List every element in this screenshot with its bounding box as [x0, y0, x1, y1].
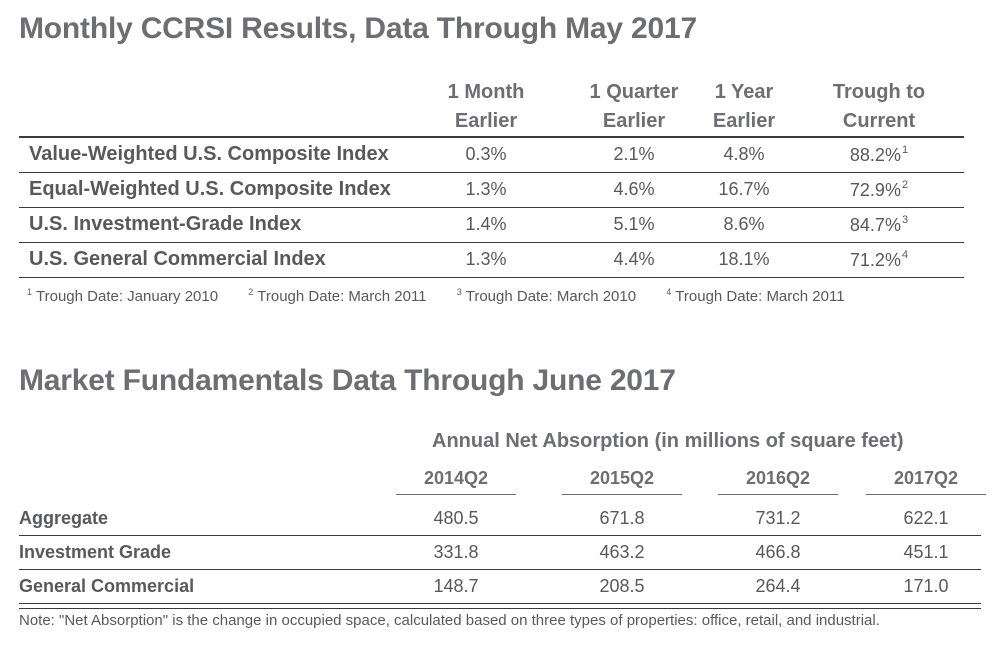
- col-header-2014q2: 2014Q2: [396, 468, 516, 495]
- cell-1-month: 0.3%: [465, 144, 507, 164]
- cell-1-year: 18.1%: [718, 249, 770, 269]
- ccrsi-header-row: 1 Month Earlier 1 Quarter Earlier 1 Year…: [19, 78, 964, 138]
- absorption-table: 2014Q2 2015Q2 2016Q2 2017Q2 Aggregate 48…: [19, 464, 986, 604]
- market-fundamentals-title: Market Fundamentals Data Through June 20…: [19, 364, 676, 397]
- col-header-2017q2: 2017Q2: [866, 468, 986, 495]
- cell-trough: 88.2%1: [829, 144, 929, 166]
- cell-1-year: 4.8%: [723, 144, 765, 164]
- ccrsi-title: Monthly CCRSI Results, Data Through May …: [19, 12, 697, 45]
- cell-2017q2: 622.1: [903, 508, 949, 528]
- table-row: General Commercial 148.7 208.5 264.4 171…: [19, 570, 981, 604]
- footnote-text: Trough Date: March 2010: [465, 288, 637, 305]
- cell-1-month: 1.4%: [465, 214, 507, 234]
- cell-2016q2: 731.2: [755, 508, 801, 528]
- footnote: 1 Trough Date: January 2010: [27, 287, 219, 305]
- row-label: Equal-Weighted U.S. Composite Index: [29, 178, 391, 200]
- table-row: Value-Weighted U.S. Composite Index 0.3%…: [19, 138, 964, 173]
- col-header-1-year: 1 Year Earlier: [674, 78, 814, 136]
- col-header-line: Earlier: [454, 110, 518, 132]
- col-header-1-month: 1 Month Earlier: [416, 78, 556, 136]
- footnote: 4 Trough Date: March 2011: [666, 287, 845, 305]
- row-label: U.S. Investment-Grade Index: [29, 213, 302, 235]
- footnote-number: 2: [248, 287, 254, 297]
- footnote-text: Trough Date: March 2011: [675, 288, 845, 305]
- cell-1-year: 16.7%: [718, 179, 770, 199]
- col-header-1-quarter: 1 Quarter Earlier: [554, 78, 714, 136]
- footnote-marker: 4: [901, 249, 909, 261]
- col-header-line: 1 Year: [714, 81, 774, 103]
- footnote-number: 3: [456, 287, 462, 297]
- row-label: U.S. General Commercial Index: [29, 248, 326, 270]
- cell-2015q2: 208.5: [599, 576, 645, 596]
- footnote: 2 Trough Date: March 2011: [248, 287, 427, 305]
- col-header-line: Current: [842, 110, 916, 132]
- col-header-2015q2: 2015Q2: [562, 468, 682, 495]
- cell-trough: 72.9%2: [829, 179, 929, 201]
- footnote-number: 4: [666, 287, 672, 297]
- trough-footnotes: 1 Trough Date: January 2010 2 Trough Date:…: [27, 287, 871, 305]
- cell-2017q2: 451.1: [903, 542, 949, 562]
- trough-value: 72.9%: [849, 180, 901, 200]
- table-divider: [19, 608, 981, 609]
- col-header-line: Trough to: [832, 81, 926, 103]
- cell-2016q2: 466.8: [755, 542, 801, 562]
- row-label: Value-Weighted U.S. Composite Index: [29, 143, 389, 165]
- col-header-trough: Trough to Current: [809, 78, 949, 136]
- table-row: Aggregate 480.5 671.8 731.2 622.1: [19, 502, 981, 536]
- table-row: Equal-Weighted U.S. Composite Index 1.3%…: [19, 173, 964, 208]
- cell-trough: 71.2%4: [829, 249, 929, 271]
- cell-2015q2: 671.8: [599, 508, 645, 528]
- footnote-text: Trough Date: January 2010: [36, 288, 219, 305]
- cell-1-month: 1.3%: [465, 249, 507, 269]
- footnote-text: Trough Date: March 2011: [257, 288, 427, 305]
- table-row: U.S. Investment-Grade Index 1.4% 5.1% 8.…: [19, 208, 964, 243]
- cell-2014q2: 480.5: [433, 508, 479, 528]
- cell-1-quarter: 2.1%: [613, 144, 655, 164]
- cell-2014q2: 331.8: [433, 542, 479, 562]
- row-label: Investment Grade: [19, 542, 172, 562]
- trough-value: 84.7%: [849, 215, 901, 235]
- cell-2014q2: 148.7: [433, 576, 479, 596]
- table-row: U.S. General Commercial Index 1.3% 4.4% …: [19, 243, 964, 278]
- footnote: 3 Trough Date: March 2010: [456, 287, 637, 305]
- cell-2016q2: 264.4: [755, 576, 801, 596]
- trough-value: 71.2%: [849, 250, 901, 270]
- cell-1-quarter: 4.6%: [613, 179, 655, 199]
- col-header-line: Earlier: [602, 110, 666, 132]
- cell-2015q2: 463.2: [599, 542, 645, 562]
- footnote-number: 1: [27, 287, 33, 297]
- footnote-marker: 1: [901, 144, 909, 156]
- footnote-marker: 2: [901, 179, 909, 191]
- trough-value: 88.2%: [849, 145, 901, 165]
- absorption-subheading: Annual Net Absorption (in millions of sq…: [432, 430, 904, 452]
- ccrsi-table: 1 Month Earlier 1 Quarter Earlier 1 Year…: [19, 78, 964, 278]
- cell-1-month: 1.3%: [465, 179, 507, 199]
- table-row: Investment Grade 331.8 463.2 466.8 451.1: [19, 536, 981, 570]
- col-header-line: 1 Quarter: [589, 81, 679, 103]
- cell-2017q2: 171.0: [903, 576, 949, 596]
- cell-1-quarter: 5.1%: [613, 214, 655, 234]
- row-label: General Commercial: [19, 576, 195, 596]
- cell-1-year: 8.6%: [723, 214, 765, 234]
- cell-1-quarter: 4.4%: [613, 249, 655, 269]
- absorption-note: Note: "Net Absorption" is the change in …: [19, 612, 880, 629]
- absorption-header-row: 2014Q2 2015Q2 2016Q2 2017Q2: [19, 464, 986, 502]
- col-header-line: 1 Month: [447, 81, 525, 103]
- col-header-line: Earlier: [712, 110, 776, 132]
- cell-trough: 84.7%3: [829, 214, 929, 236]
- footnote-marker: 3: [901, 214, 909, 226]
- col-header-2016q2: 2016Q2: [718, 468, 838, 495]
- row-label: Aggregate: [19, 508, 109, 528]
